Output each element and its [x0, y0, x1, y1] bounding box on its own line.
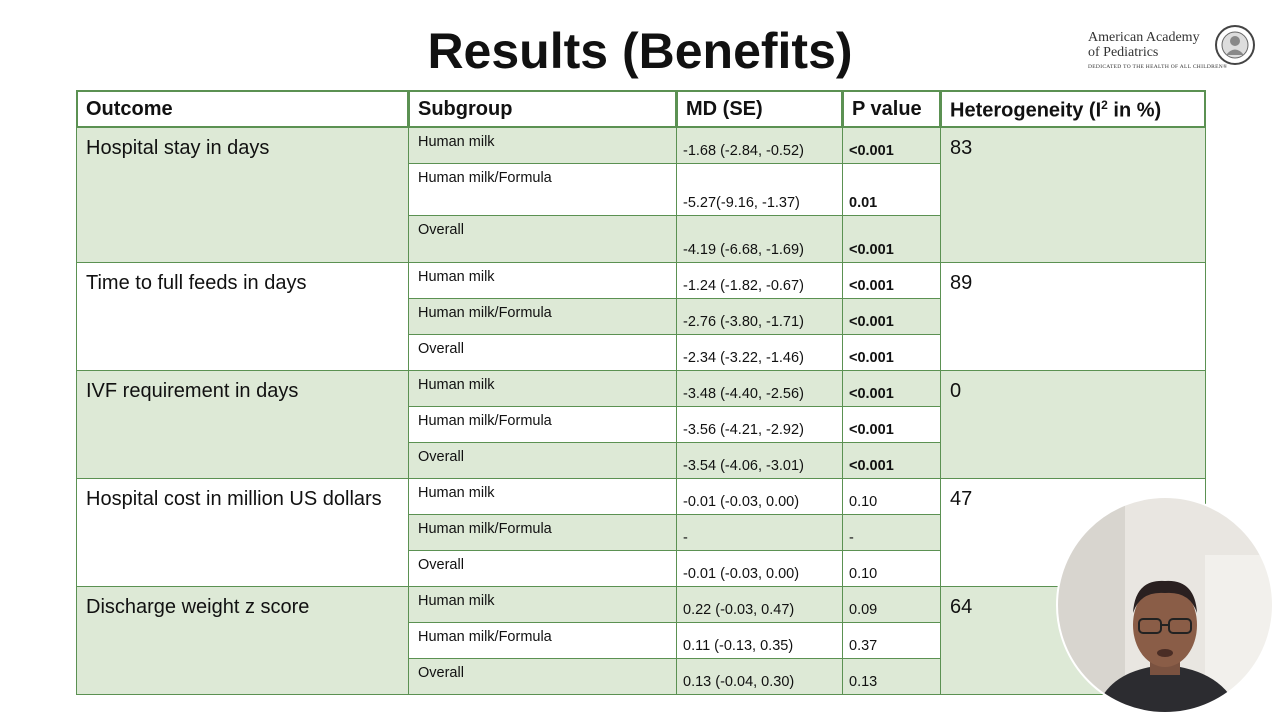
md-cell: 0.13 (-0.04, 0.30)	[676, 658, 843, 695]
subgroup-cell: Human milk/Formula	[408, 163, 677, 216]
subgroup-cell: Overall	[408, 442, 677, 479]
header-cell: Subgroup	[408, 90, 677, 128]
logo-tagline: DEDICATED TO THE HEALTH OF ALL CHILDREN®	[1088, 64, 1228, 70]
p-value-cell: <0.001	[842, 442, 941, 479]
md-cell: -3.56 (-4.21, -2.92)	[676, 406, 843, 443]
subgroup-cell: Human milk	[408, 127, 677, 164]
p-value-cell: 0.13	[842, 658, 941, 695]
md-cell: -0.01 (-0.03, 0.00)	[676, 478, 843, 515]
md-cell: -2.76 (-3.80, -1.71)	[676, 298, 843, 335]
p-value-cell: <0.001	[842, 406, 941, 443]
header-cell: Heterogeneity (I2 in %)	[940, 90, 1206, 128]
outcome-cell: Time to full feeds in days	[76, 262, 409, 371]
md-cell: -5.27(-9.16, -1.37)	[676, 163, 843, 216]
md-cell: -	[676, 514, 843, 551]
p-value-cell: 0.10	[842, 478, 941, 515]
subgroup-cell: Human milk/Formula	[408, 298, 677, 335]
logo: American Academy of Pediatrics DEDICATED…	[1088, 30, 1228, 70]
logo-text: American Academy	[1088, 30, 1200, 45]
md-cell: 0.22 (-0.03, 0.47)	[676, 586, 843, 623]
subgroup-cell: Human milk/Formula	[408, 622, 677, 659]
p-value-cell: <0.001	[842, 262, 941, 299]
md-cell: -3.54 (-4.06, -3.01)	[676, 442, 843, 479]
md-cell: -2.34 (-3.22, -1.46)	[676, 334, 843, 371]
subgroup-cell: Overall	[408, 215, 677, 263]
heterogeneity-cell: 83	[940, 127, 1206, 263]
header-sup: 2	[1101, 98, 1108, 112]
heterogeneity-cell: 89	[940, 262, 1206, 371]
subgroup-cell: Human milk/Formula	[408, 514, 677, 551]
subgroup-cell: Human milk	[408, 262, 677, 299]
webcam-overlay	[1056, 496, 1274, 714]
md-cell: -1.24 (-1.82, -0.67)	[676, 262, 843, 299]
subgroup-cell: Human milk	[408, 586, 677, 623]
subgroup-cell: Human milk/Formula	[408, 406, 677, 443]
p-value-cell: -	[842, 514, 941, 551]
outcome-cell: Hospital cost in million US dollars	[76, 478, 409, 587]
p-value-cell: 0.10	[842, 550, 941, 587]
p-value-cell: 0.01	[842, 163, 941, 216]
heterogeneity-cell: 0	[940, 370, 1206, 479]
subgroup-cell: Overall	[408, 334, 677, 371]
header-cell: MD (SE)	[676, 90, 843, 128]
p-value-cell: <0.001	[842, 370, 941, 407]
p-value-cell: <0.001	[842, 334, 941, 371]
header-cell: P value	[842, 90, 941, 128]
header-cell: Outcome	[76, 90, 409, 128]
md-cell: -1.68 (-2.84, -0.52)	[676, 127, 843, 164]
p-value-cell: <0.001	[842, 215, 941, 263]
p-value-cell: 0.37	[842, 622, 941, 659]
p-value-cell: <0.001	[842, 127, 941, 164]
subgroup-cell: Overall	[408, 658, 677, 695]
outcome-cell: IVF requirement in days	[76, 370, 409, 479]
subgroup-cell: Human milk	[408, 370, 677, 407]
logo-seal	[1215, 25, 1255, 65]
md-cell: -3.48 (-4.40, -2.56)	[676, 370, 843, 407]
outcome-cell: Hospital stay in days	[76, 127, 409, 263]
header-text: in %)	[1107, 99, 1162, 122]
p-value-cell: <0.001	[842, 298, 941, 335]
subgroup-cell: Human milk	[408, 478, 677, 515]
outcome-cell: Discharge weight z score	[76, 586, 409, 695]
slide-title: Results (Benefits)	[427, 23, 853, 79]
p-value-cell: 0.09	[842, 586, 941, 623]
md-cell: -4.19 (-6.68, -1.69)	[676, 215, 843, 263]
header-text: Heterogeneity (I	[950, 99, 1102, 122]
md-cell: -0.01 (-0.03, 0.00)	[676, 550, 843, 587]
md-cell: 0.11 (-0.13, 0.35)	[676, 622, 843, 659]
logo-text: of Pediatrics	[1088, 45, 1159, 60]
subgroup-cell: Overall	[408, 550, 677, 587]
